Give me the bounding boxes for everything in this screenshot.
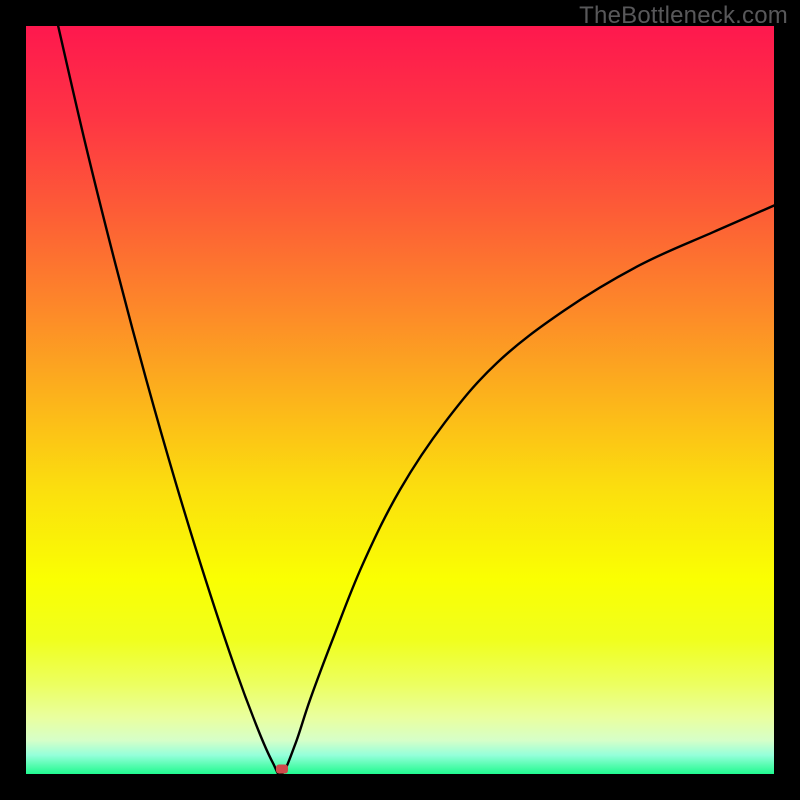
bottleneck-curve — [26, 26, 774, 774]
watermark: TheBottleneck.com — [579, 2, 788, 30]
minimum-marker — [276, 764, 288, 773]
plot-area — [26, 26, 774, 774]
